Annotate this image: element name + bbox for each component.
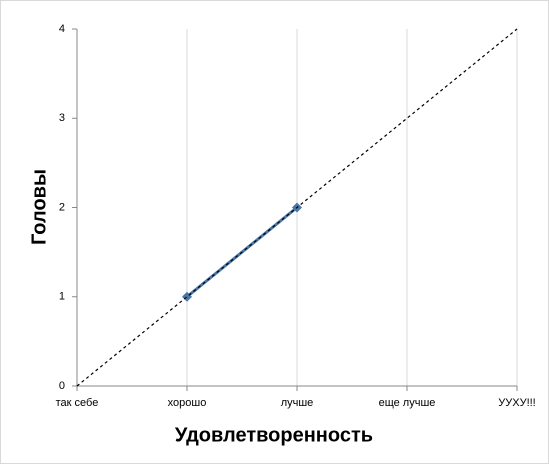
y-tick-label: 0 <box>59 380 65 392</box>
series-line <box>76 28 518 387</box>
y-tick-label: 2 <box>59 201 65 213</box>
y-tick-label: 4 <box>59 23 65 35</box>
x-axis-title: Удовлетворенность <box>175 424 373 446</box>
y-tick-label: 1 <box>59 291 65 303</box>
x-tick-label: так себе <box>56 397 99 409</box>
x-tick-label: лучше <box>281 397 314 409</box>
x-tick-label: еще лучше <box>379 397 436 409</box>
x-tick-label: УУХУ!!! <box>498 397 535 409</box>
x-tick-label: хорошо <box>168 397 207 409</box>
y-axis-title: Головы <box>28 169 50 245</box>
y-tick-label: 3 <box>59 112 65 124</box>
